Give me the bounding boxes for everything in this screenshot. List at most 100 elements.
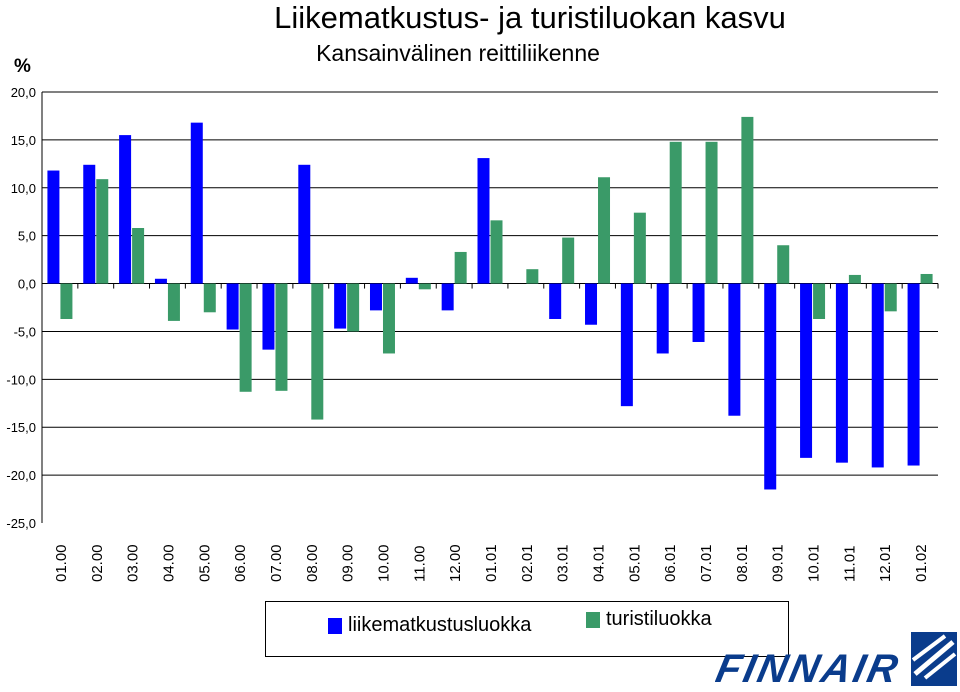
bar-turistiluokka bbox=[526, 269, 539, 284]
logo-text: FINNAIR bbox=[715, 645, 905, 687]
bar-liikematkustusluokka bbox=[47, 170, 60, 284]
bar-liikematkustusluokka bbox=[262, 283, 275, 350]
bar-turistiluokka bbox=[490, 220, 503, 284]
y-tick-label: -5,0 bbox=[14, 324, 36, 339]
y-tick-label: 15,0 bbox=[11, 133, 36, 148]
x-tick-label: 05.01 bbox=[626, 544, 643, 582]
bar-liikematkustusluokka bbox=[800, 283, 813, 458]
bar-liikematkustusluokka bbox=[728, 283, 741, 416]
finnair-logo: FINNAIR bbox=[712, 630, 960, 691]
bar-turistiluokka bbox=[382, 283, 395, 354]
y-tick-label: -15,0 bbox=[6, 420, 36, 435]
bar-liikematkustusluokka bbox=[585, 283, 598, 325]
y-tick-label: 10,0 bbox=[11, 181, 36, 196]
bar-turistiluokka bbox=[813, 283, 826, 319]
y-axis-unit: % bbox=[14, 56, 31, 77]
bar-turistiluokka bbox=[60, 283, 73, 319]
x-tick-label: 10.01 bbox=[806, 544, 823, 582]
bar-liikematkustusluokka bbox=[405, 277, 418, 284]
x-tick-label: 01.01 bbox=[483, 544, 500, 582]
bar-turistiluokka bbox=[562, 237, 575, 284]
bar-turistiluokka bbox=[96, 179, 109, 284]
x-tick-label: 06.00 bbox=[232, 544, 249, 582]
x-tick-label: 11.01 bbox=[841, 546, 858, 582]
legend-item-series2: turistiluokka bbox=[586, 608, 712, 631]
chart-title: Liikematkustus- ja turistiluokan kasvu bbox=[274, 0, 786, 35]
bar-liikematkustusluokka bbox=[83, 164, 96, 284]
y-tick-label: 0,0 bbox=[18, 277, 36, 292]
y-tick-label: -10,0 bbox=[6, 372, 36, 387]
x-tick-label: 10.00 bbox=[375, 544, 392, 582]
y-tick-label: 20,0 bbox=[11, 85, 36, 100]
chart-subtitle: Kansainvälinen reittiliikenne bbox=[316, 40, 600, 66]
x-tick-label: 04.01 bbox=[591, 544, 608, 582]
x-tick-label: 02.01 bbox=[519, 544, 536, 582]
bar-turistiluokka bbox=[848, 274, 861, 284]
x-tick-label: 12.00 bbox=[447, 544, 464, 582]
bar-turistiluokka bbox=[669, 141, 682, 284]
bar-turistiluokka bbox=[705, 141, 718, 284]
bar-turistiluokka bbox=[132, 228, 145, 284]
x-tick-label: 01.02 bbox=[913, 544, 930, 582]
bar-chart: 20,0 15,0 10,0 5,0 0,0 -5,0 -10,0 -15,0 -20,0 -25… bbox=[6, 85, 939, 582]
bar-liikematkustusluokka bbox=[907, 283, 920, 466]
bar-turistiluokka bbox=[598, 177, 611, 284]
x-tick-label: 03.00 bbox=[125, 544, 142, 582]
y-tick-label: 5,0 bbox=[18, 229, 36, 244]
bar-liikematkustusluokka bbox=[656, 283, 669, 354]
bar-liikematkustusluokka bbox=[692, 283, 705, 342]
x-tick-label: 05.00 bbox=[196, 544, 213, 582]
x-tick-label: 08.01 bbox=[734, 544, 751, 582]
bar-liikematkustusluokka bbox=[477, 158, 490, 284]
bar-turistiluokka bbox=[777, 245, 790, 284]
bar-turistiluokka bbox=[275, 283, 288, 391]
y-tick-label: -20,0 bbox=[6, 468, 36, 483]
bar-turistiluokka bbox=[311, 283, 324, 420]
legend-item-series1: liikematkustusluokka bbox=[328, 614, 531, 637]
x-tick-label: 04.00 bbox=[160, 544, 177, 582]
x-tick-label: 08.00 bbox=[304, 544, 321, 582]
bar-turistiluokka bbox=[203, 283, 216, 313]
legend-label-series1: liikematkustusluokka bbox=[348, 614, 532, 636]
bar-liikematkustusluokka bbox=[369, 283, 382, 311]
x-tick-labels: 01.00 02.00 03.00 04.00 05.00 06.00 07.00 08.00… bbox=[53, 544, 930, 582]
y-tick-label: -25,0 bbox=[6, 516, 36, 531]
x-tick-label: 09.00 bbox=[340, 544, 357, 582]
x-tick-label: 03.01 bbox=[555, 544, 572, 582]
bar-liikematkustusluokka bbox=[764, 283, 777, 490]
legend-swatch-series2 bbox=[586, 611, 600, 628]
x-tick-label: 07.00 bbox=[268, 544, 285, 582]
x-tick-label: 11.00 bbox=[411, 546, 428, 582]
x-tick-label: 09.01 bbox=[770, 544, 787, 582]
bar-turistiluokka bbox=[239, 283, 252, 392]
legend-label-series2: turistiluokka bbox=[606, 608, 712, 630]
bar-liikematkustusluokka bbox=[871, 283, 884, 468]
x-tick-label: 01.00 bbox=[53, 544, 70, 582]
bars bbox=[47, 116, 933, 490]
x-tick-label: 06.01 bbox=[662, 544, 679, 582]
bar-liikematkustusluokka bbox=[620, 283, 633, 407]
bar-turistiluokka bbox=[920, 273, 933, 284]
bar-turistiluokka bbox=[167, 283, 180, 321]
bar-turistiluokka bbox=[454, 251, 467, 284]
bar-liikematkustusluokka bbox=[226, 283, 239, 330]
bar-turistiluokka bbox=[741, 116, 754, 284]
x-tick-label: 12.01 bbox=[877, 544, 894, 582]
bar-liikematkustusluokka bbox=[119, 135, 132, 284]
bar-liikematkustusluokka bbox=[190, 122, 203, 284]
legend: liikematkustusluokka turistiluokka bbox=[265, 601, 789, 657]
bar-turistiluokka bbox=[418, 283, 431, 290]
bar-turistiluokka bbox=[633, 212, 646, 284]
bar-liikematkustusluokka bbox=[549, 283, 562, 319]
bar-liikematkustusluokka bbox=[835, 283, 848, 463]
bar-turistiluokka bbox=[884, 283, 897, 312]
bar-turistiluokka bbox=[347, 283, 360, 332]
bar-liikematkustusluokka bbox=[298, 164, 311, 284]
logo-emblem bbox=[911, 632, 957, 686]
legend-swatch-series1 bbox=[328, 617, 342, 634]
bar-liikematkustusluokka bbox=[441, 283, 454, 311]
y-tick-labels: 20,0 15,0 10,0 5,0 0,0 -5,0 -10,0 -15,0 -20,0 -25… bbox=[6, 85, 36, 531]
x-tick-label: 07.01 bbox=[698, 544, 715, 582]
bar-liikematkustusluokka bbox=[154, 278, 167, 284]
x-tick-label: 02.00 bbox=[89, 544, 106, 582]
